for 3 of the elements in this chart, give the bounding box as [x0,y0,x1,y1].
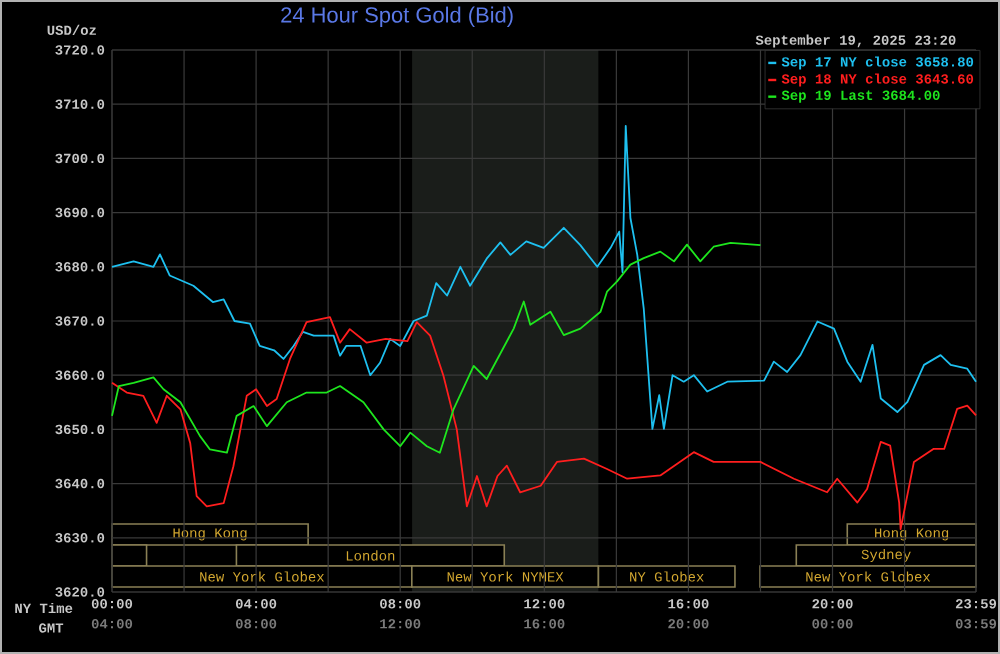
line-series [111,124,977,430]
chart-title: 24 Hour Spot Gold (Bid) [281,6,513,27]
line-series [111,316,977,531]
